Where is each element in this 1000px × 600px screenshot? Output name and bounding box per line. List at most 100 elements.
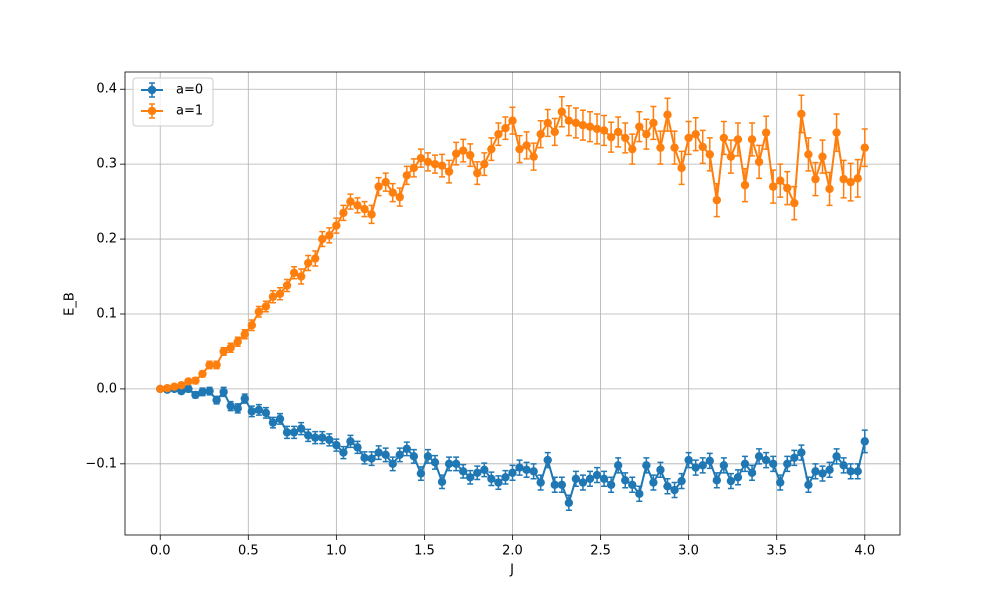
marker xyxy=(635,489,644,498)
marker xyxy=(522,465,531,475)
marker xyxy=(318,234,327,244)
marker xyxy=(184,377,193,386)
marker xyxy=(832,452,841,461)
marker xyxy=(487,144,496,154)
marker xyxy=(332,221,341,230)
marker xyxy=(761,128,771,137)
marker xyxy=(536,129,545,139)
marker xyxy=(670,485,679,495)
x-tick-label: 2.5 xyxy=(590,544,611,559)
marker xyxy=(733,135,743,144)
marker xyxy=(339,208,348,218)
marker xyxy=(684,133,693,143)
marker xyxy=(437,477,447,487)
y-axis-label: E_B xyxy=(63,292,78,316)
marker xyxy=(536,478,545,487)
marker xyxy=(508,116,517,125)
marker xyxy=(628,480,637,490)
marker xyxy=(564,116,574,125)
marker xyxy=(797,109,806,119)
series xyxy=(156,94,869,394)
marker xyxy=(494,478,503,487)
marker xyxy=(726,476,736,486)
marker xyxy=(416,153,426,163)
marker xyxy=(458,467,468,476)
marker xyxy=(564,498,574,507)
y-tick-label: 0.0 xyxy=(96,381,117,396)
marker xyxy=(233,404,242,413)
marker xyxy=(444,459,454,469)
marker xyxy=(522,141,531,150)
marker xyxy=(494,129,503,139)
marker xyxy=(318,433,327,442)
marker xyxy=(402,444,412,454)
marker xyxy=(303,431,313,440)
marker xyxy=(423,452,433,461)
marker xyxy=(184,384,193,394)
marker xyxy=(719,461,729,470)
marker xyxy=(747,468,757,478)
marker xyxy=(473,168,482,178)
marker xyxy=(832,128,841,137)
marker xyxy=(754,157,764,167)
marker xyxy=(811,467,820,476)
marker xyxy=(275,414,285,424)
marker xyxy=(247,407,257,416)
marker xyxy=(642,461,651,470)
marker xyxy=(557,480,567,490)
marker xyxy=(353,201,362,210)
marker xyxy=(388,188,397,197)
marker xyxy=(282,428,292,437)
marker xyxy=(797,448,806,457)
marker xyxy=(712,195,722,205)
marker xyxy=(761,455,771,465)
x-tick-label: 4.0 xyxy=(854,544,875,559)
x-axis-label: J xyxy=(509,563,514,578)
marker xyxy=(740,459,750,469)
marker xyxy=(818,469,827,478)
marker xyxy=(550,127,559,137)
marker xyxy=(599,126,609,135)
marker xyxy=(776,176,785,185)
marker xyxy=(289,268,299,277)
marker xyxy=(804,150,813,159)
y-tick-label: 0.3 xyxy=(96,157,117,172)
marker xyxy=(543,118,552,128)
x-tick-label: 1.5 xyxy=(414,544,435,559)
y-tick-label: 0.4 xyxy=(96,82,117,97)
marker xyxy=(501,473,510,482)
marker xyxy=(677,163,686,173)
legend-marker xyxy=(147,85,157,95)
marker xyxy=(191,390,200,400)
marker xyxy=(790,198,799,208)
marker xyxy=(346,437,355,446)
marker xyxy=(303,258,313,268)
marker xyxy=(606,480,616,490)
marker xyxy=(156,384,165,394)
marker xyxy=(381,450,390,460)
marker xyxy=(860,437,869,446)
legend: a=0a=1 xyxy=(132,77,214,127)
marker xyxy=(839,461,848,470)
marker xyxy=(691,129,700,139)
marker xyxy=(219,347,228,356)
x-tick-label: 3.0 xyxy=(678,544,699,559)
marker xyxy=(451,149,461,158)
marker xyxy=(311,254,320,263)
marker xyxy=(649,118,658,128)
marker xyxy=(388,459,397,469)
marker xyxy=(592,124,602,134)
marker xyxy=(325,231,334,240)
marker xyxy=(191,376,200,385)
marker xyxy=(480,159,489,169)
marker xyxy=(585,474,595,484)
marker xyxy=(226,401,235,411)
marker xyxy=(712,476,722,485)
marker xyxy=(543,455,552,465)
marker xyxy=(219,387,228,397)
marker xyxy=(557,107,567,116)
marker xyxy=(790,453,799,463)
marker xyxy=(846,177,855,187)
x-tick-label: 0.0 xyxy=(150,544,171,559)
